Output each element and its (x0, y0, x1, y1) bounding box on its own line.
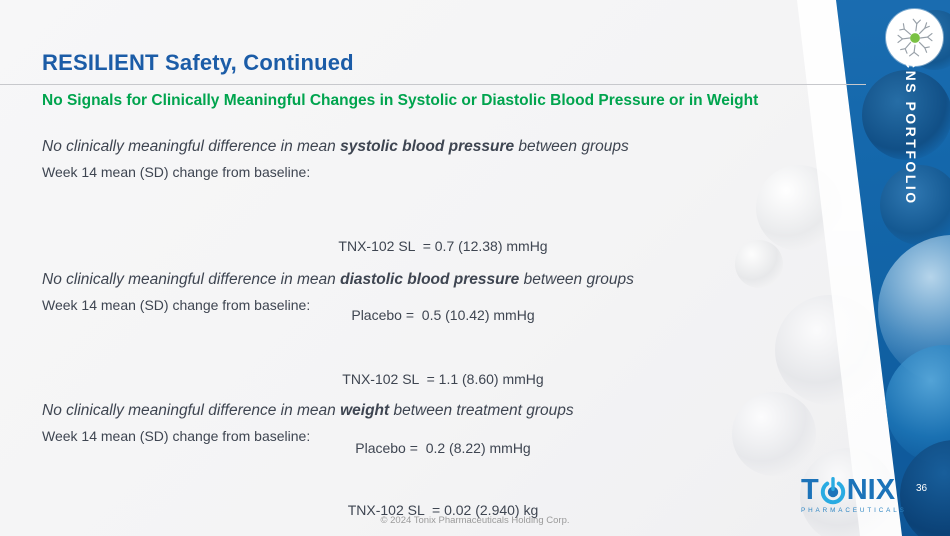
power-o-icon (820, 477, 845, 505)
neuron-icon (886, 9, 943, 66)
baseline-label: Week 14 mean (SD) change from baseline: (42, 428, 311, 444)
slide-subtitle: No Signals for Clinically Meaningful Cha… (42, 92, 759, 109)
section-lead: No clinically meaningful difference in m… (42, 271, 634, 288)
section-systolic: No clinically meaningful difference in m… (42, 137, 844, 373)
page-number: 36 (916, 483, 928, 494)
copyright-footer: © 2024 Tonix Pharmaceuticals Holding Cor… (380, 515, 570, 526)
section-weight: No clinically meaningful difference in m… (42, 401, 844, 536)
value-line-tnx: TNX-102 SL = 0.7 (12.38) mmHg (338, 238, 548, 254)
section-lead: No clinically meaningful difference in m… (42, 138, 629, 155)
logo-subtext: PHARMACEUTICALS (801, 507, 907, 514)
value-line-placebo: Placebo = 0.5 (10.42) mmHg (351, 307, 535, 323)
tonix-logo: T NIX PHARMACEUTICALS (801, 476, 907, 515)
baseline-label: Week 14 mean (SD) change from baseline: (42, 164, 311, 180)
baseline-label: Week 14 mean (SD) change from baseline: (42, 297, 311, 313)
value-line-tnx: TNX-102 SL = 1.1 (8.60) mmHg (342, 371, 544, 387)
molecule-graphic (862, 70, 950, 160)
value-lines: TNX-102 SL = 0.02 (2.940) kg Placebo = 0… (42, 453, 844, 536)
logo-letters-nix: NIX (846, 474, 896, 506)
logo-letter-t: T (801, 474, 819, 506)
value-lines: TNX-102 SL = 1.1 (8.60) mmHg Placebo = 0… (42, 322, 844, 506)
value-lines: TNX-102 SL = 0.7 (12.38) mmHg Placebo = … (42, 189, 844, 373)
molecule-graphic (880, 165, 950, 245)
title-divider (0, 84, 866, 85)
value-line-placebo: Placebo = 0.2 (8.22) mmHg (355, 440, 531, 456)
tonix-logo-word: T NIX (801, 476, 903, 505)
sidebar-label-cns-portfolio: CNS PORTFOLIO (903, 58, 919, 206)
slide-title: RESILIENT Safety, Continued (42, 50, 354, 75)
section-lead: No clinically meaningful difference in m… (42, 402, 574, 419)
value-line-tnx: TNX-102 SL = 0.02 (2.940) kg (347, 502, 539, 518)
section-diastolic: No clinically meaningful difference in m… (42, 270, 844, 506)
